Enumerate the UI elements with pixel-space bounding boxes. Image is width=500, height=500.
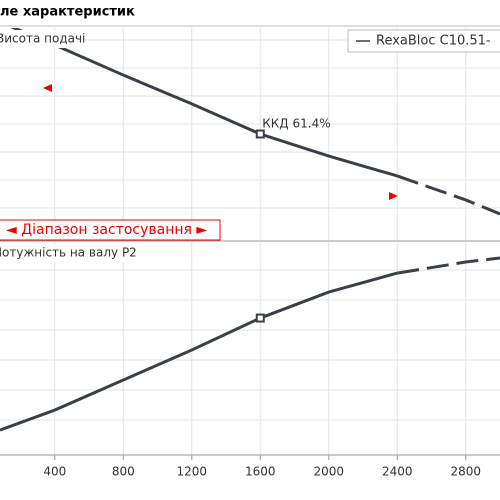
- legend: [347, 29, 500, 53]
- x-tick-label: 2000: [313, 465, 344, 479]
- chart-title: ле характеристик: [0, 5, 135, 20]
- x-tick-label: 800: [112, 465, 135, 479]
- x-tick-label: 400: [43, 465, 66, 479]
- series-line: [397, 256, 500, 275]
- h-grid: [0, 39, 500, 421]
- point-marker: [255, 129, 265, 139]
- x-tick-label: 2400: [382, 465, 413, 479]
- x-tick-label: 1600: [245, 465, 276, 479]
- y-axis-label: Потужність на валу P2: [0, 246, 137, 260]
- series-line: [396, 174, 500, 216]
- ylabel-bg: [0, 30, 84, 48]
- legend-label: RexaBloc C10.51-: [376, 34, 491, 49]
- range-start-marker: [43, 84, 52, 92]
- point-marker: [255, 313, 265, 323]
- range-label: ◄ Діапазон застосування ►: [6, 222, 207, 238]
- annotation: ККД 61.4%: [262, 117, 330, 131]
- ylabel-bg: [0, 244, 160, 262]
- series-line: [0, 271, 398, 432]
- range-box: [0, 219, 221, 241]
- x-tick-label: 1200: [177, 465, 208, 479]
- plot-layer: 400 800 1200 1600 2000 2400 2800 ККД 61.4%: [0, 28, 500, 479]
- x-tick-label: 2800: [450, 465, 481, 479]
- plot-area: [0, 256, 500, 432]
- range-end-marker: [389, 192, 398, 200]
- y-axis-label: Висота подачі: [0, 32, 85, 46]
